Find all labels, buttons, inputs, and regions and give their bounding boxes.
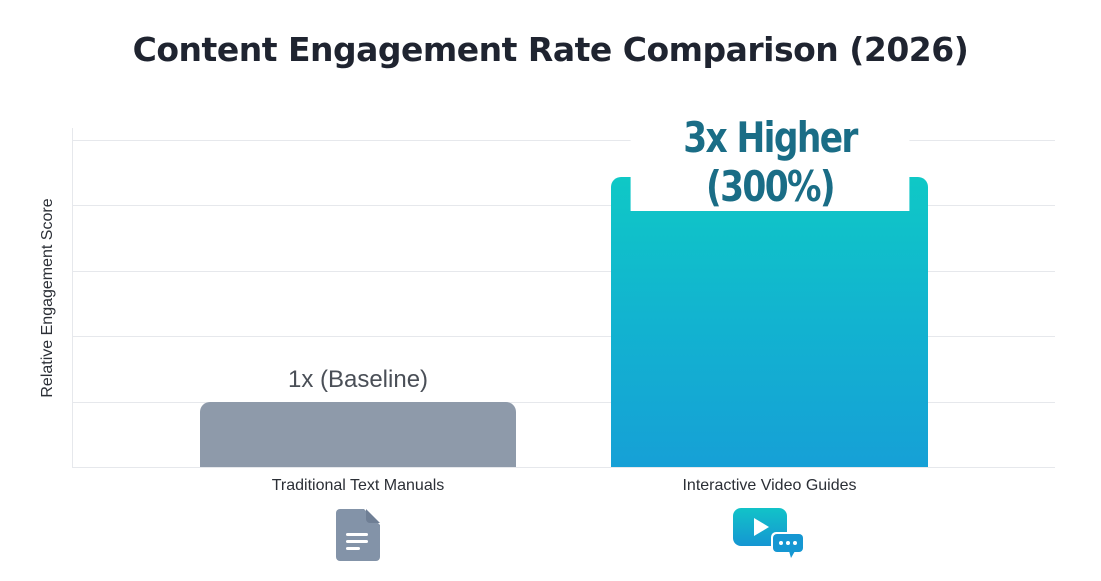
bar-traditional-text-manuals — [200, 402, 516, 467]
y-axis-label: Relative Engagement Score — [39, 198, 56, 398]
video-chat-icon — [733, 508, 805, 558]
bar-interactive-video-guides — [611, 177, 928, 467]
gridline — [72, 205, 1055, 206]
chart-title: Content Engagement Rate Comparison (2026… — [132, 30, 969, 69]
x-axis-baseline — [72, 467, 1055, 468]
gridline — [72, 271, 1055, 272]
data-label-baseline: 1x (Baseline) — [287, 366, 429, 393]
data-label-3x-higher: 3x Higher (300%) — [630, 113, 910, 211]
y-axis-line — [72, 128, 73, 468]
x-category-label: Interactive Video Guides — [682, 477, 857, 494]
x-category-label: Traditional Text Manuals — [271, 477, 445, 494]
gridline — [72, 402, 1055, 403]
document-icon — [336, 509, 380, 561]
gridline — [72, 140, 1055, 141]
gridline — [72, 336, 1055, 337]
